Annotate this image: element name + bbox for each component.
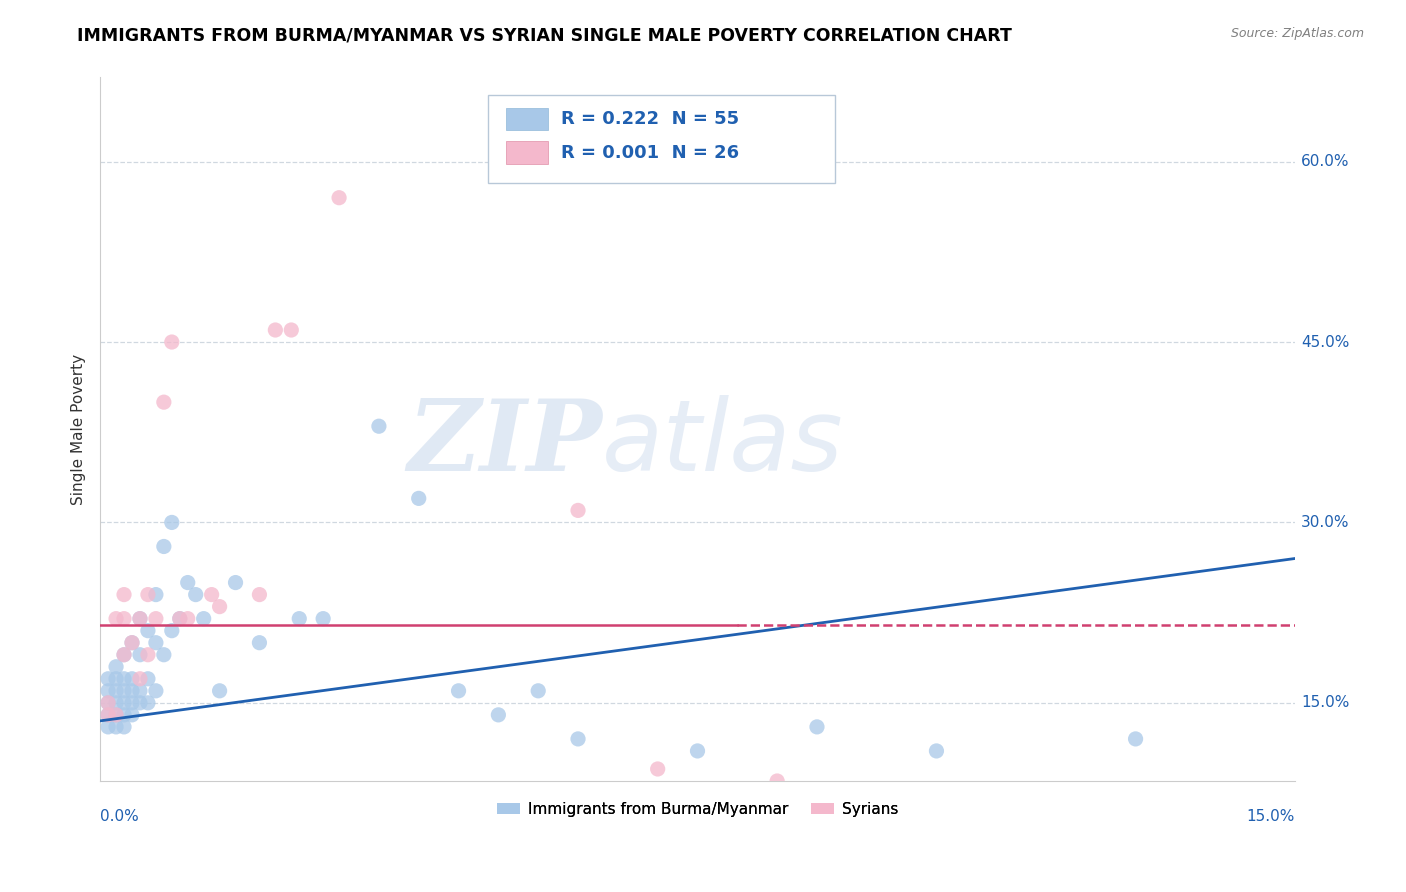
Point bbox=[97, 696, 120, 710]
Point bbox=[177, 612, 200, 626]
Point bbox=[97, 707, 120, 722]
Point bbox=[129, 683, 152, 698]
Point bbox=[105, 707, 128, 722]
Point bbox=[766, 774, 789, 789]
Point bbox=[105, 672, 128, 686]
Text: atlas: atlas bbox=[602, 395, 844, 491]
Text: R = 0.222  N = 55: R = 0.222 N = 55 bbox=[561, 110, 740, 128]
Point bbox=[160, 624, 183, 638]
Point bbox=[112, 648, 135, 662]
Point bbox=[169, 612, 191, 626]
Text: IMMIGRANTS FROM BURMA/MYANMAR VS SYRIAN SINGLE MALE POVERTY CORRELATION CHART: IMMIGRANTS FROM BURMA/MYANMAR VS SYRIAN … bbox=[77, 27, 1012, 45]
Point bbox=[129, 648, 152, 662]
Point bbox=[121, 683, 143, 698]
Point bbox=[105, 720, 128, 734]
Point bbox=[193, 612, 215, 626]
Point bbox=[208, 683, 231, 698]
Point bbox=[225, 575, 247, 590]
Point bbox=[121, 636, 143, 650]
Text: ZIP: ZIP bbox=[406, 395, 602, 491]
Text: Source: ZipAtlas.com: Source: ZipAtlas.com bbox=[1230, 27, 1364, 40]
Point bbox=[145, 683, 167, 698]
Point bbox=[112, 612, 135, 626]
Point bbox=[312, 612, 335, 626]
Point bbox=[112, 672, 135, 686]
Point bbox=[264, 323, 287, 337]
Point bbox=[136, 672, 159, 686]
Point bbox=[249, 636, 271, 650]
Point bbox=[153, 648, 176, 662]
Point bbox=[112, 588, 135, 602]
Point bbox=[129, 612, 152, 626]
Point bbox=[136, 696, 159, 710]
Point bbox=[105, 707, 128, 722]
Point bbox=[136, 648, 159, 662]
Point bbox=[121, 636, 143, 650]
Point bbox=[153, 540, 176, 554]
Point bbox=[121, 707, 143, 722]
Point bbox=[647, 762, 669, 776]
Point bbox=[328, 191, 350, 205]
Point bbox=[1125, 731, 1147, 746]
Point bbox=[136, 624, 159, 638]
Point bbox=[105, 696, 128, 710]
Point bbox=[567, 731, 589, 746]
Point bbox=[486, 707, 509, 722]
Text: 15.0%: 15.0% bbox=[1247, 809, 1295, 824]
Point bbox=[160, 334, 183, 349]
Point bbox=[145, 588, 167, 602]
Point bbox=[527, 683, 550, 698]
Point bbox=[153, 395, 176, 409]
Point bbox=[97, 683, 120, 698]
Point bbox=[105, 683, 128, 698]
Point bbox=[121, 672, 143, 686]
Point bbox=[567, 503, 589, 517]
Point bbox=[105, 612, 128, 626]
Point bbox=[112, 648, 135, 662]
Point bbox=[160, 516, 183, 530]
Point bbox=[169, 612, 191, 626]
Legend: Immigrants from Burma/Myanmar, Syrians: Immigrants from Burma/Myanmar, Syrians bbox=[491, 796, 904, 822]
Point bbox=[686, 744, 709, 758]
FancyBboxPatch shape bbox=[506, 142, 548, 164]
Point bbox=[112, 683, 135, 698]
Point bbox=[121, 696, 143, 710]
Point bbox=[208, 599, 231, 614]
Point bbox=[806, 720, 828, 734]
Text: R = 0.001  N = 26: R = 0.001 N = 26 bbox=[561, 144, 740, 161]
Point bbox=[288, 612, 311, 626]
Point bbox=[145, 612, 167, 626]
Point bbox=[145, 636, 167, 650]
Point bbox=[184, 588, 207, 602]
Point bbox=[112, 707, 135, 722]
Point bbox=[447, 683, 470, 698]
FancyBboxPatch shape bbox=[506, 108, 548, 130]
Text: 45.0%: 45.0% bbox=[1301, 334, 1350, 350]
Text: 60.0%: 60.0% bbox=[1301, 154, 1350, 169]
Y-axis label: Single Male Poverty: Single Male Poverty bbox=[72, 353, 86, 505]
Point bbox=[925, 744, 948, 758]
Point bbox=[177, 575, 200, 590]
Text: 0.0%: 0.0% bbox=[100, 809, 139, 824]
Point bbox=[136, 588, 159, 602]
Text: 15.0%: 15.0% bbox=[1301, 696, 1350, 710]
Point bbox=[97, 707, 120, 722]
Point bbox=[129, 612, 152, 626]
Point bbox=[408, 491, 430, 506]
Point bbox=[367, 419, 389, 434]
FancyBboxPatch shape bbox=[488, 95, 835, 183]
Point bbox=[97, 720, 120, 734]
Point bbox=[280, 323, 302, 337]
Point bbox=[201, 588, 224, 602]
Point bbox=[105, 659, 128, 673]
Point bbox=[112, 720, 135, 734]
Point bbox=[112, 696, 135, 710]
Point bbox=[129, 696, 152, 710]
Point bbox=[97, 672, 120, 686]
Point bbox=[97, 696, 120, 710]
Point bbox=[129, 672, 152, 686]
Point bbox=[249, 588, 271, 602]
Text: 30.0%: 30.0% bbox=[1301, 515, 1350, 530]
